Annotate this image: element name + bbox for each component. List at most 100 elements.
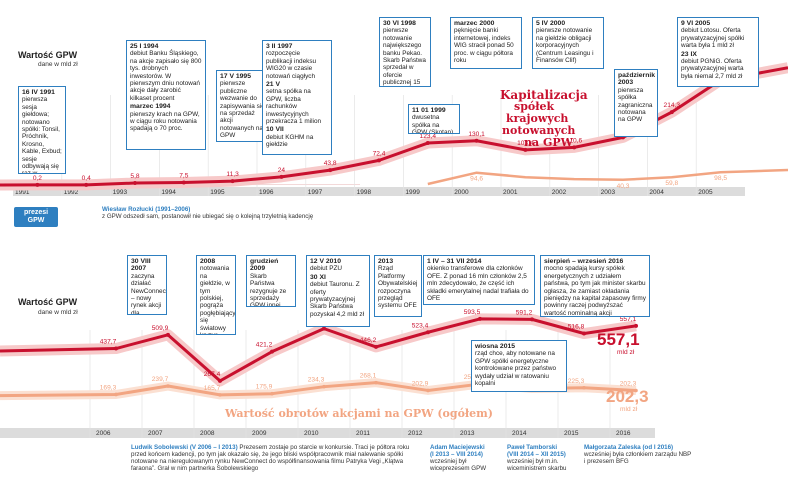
chart2-series2-point xyxy=(582,385,586,390)
event-date: marzec 1994 xyxy=(130,103,171,111)
chart1-data-label: 5,8 xyxy=(130,173,139,180)
event-date: 25 I 1994 xyxy=(130,43,159,50)
chart2-data-label: 591,2 xyxy=(516,309,533,316)
chart2-data-label: 593,5 xyxy=(464,309,481,316)
president-name: Wiesław Rozłucki (1991–2006) xyxy=(102,206,191,213)
event-box: październik 2003 pierwsza spółka zagranic… xyxy=(614,69,658,137)
chart1-tick-label: 1992 xyxy=(64,189,79,196)
chart2-series2-label: 202,3 xyxy=(620,381,637,388)
event-text: pierwsza spółka zagraniczna notowana na … xyxy=(618,86,653,124)
chart2-point xyxy=(166,332,170,337)
event-text: rozpoczęcie publikacji indeksu WIG20 w c… xyxy=(266,50,317,80)
chart2-headline: Wartość obrotów akcjami na GPW (ogółem) xyxy=(225,407,493,420)
chart1-data-label: 214,3 xyxy=(664,102,681,109)
event-text: notowania na giełdzie, w tym polskiej, p… xyxy=(200,265,236,334)
chart2-y-title: Wartość GPW xyxy=(18,297,78,307)
event-text: dwusetna spółka na GPW (Skotan) xyxy=(412,114,454,134)
chart1-point xyxy=(230,179,235,184)
end-unit-top: mld zł xyxy=(617,349,635,356)
chart1-headline: Kapitalizacja spółek krajowych notowanyc… xyxy=(500,89,588,149)
event-date: 23 IX xyxy=(681,50,697,58)
event-text: pierwsze notowanie największego banku Pe… xyxy=(383,27,426,87)
event-text: pierwszy krach na GPW, w ciągu roku noto… xyxy=(130,110,200,133)
event-date: 3 II 1997 xyxy=(266,43,293,50)
chart1-point xyxy=(572,145,577,150)
chart2-series2-label: 268,1 xyxy=(360,373,377,380)
event-date: 1 IV – 31 VII 2014 xyxy=(427,258,482,265)
chart1-series2-label: 59,8 xyxy=(665,180,678,187)
president-term: (V 2006 – I 2013) xyxy=(189,444,238,451)
chart2-tick-label: 2011 xyxy=(356,430,370,437)
chart2-series2-label: 225,3 xyxy=(568,378,585,385)
chart2-y-unit: dane w mld zł xyxy=(38,309,78,316)
event-date: 21 V xyxy=(266,81,280,89)
chart1-point xyxy=(474,138,479,143)
event-date: 11 01 1999 xyxy=(412,107,446,114)
chart1-data-label: 123,4 xyxy=(420,133,437,140)
event-date: 30 XI xyxy=(310,273,326,281)
chart2-series2-label: 165,7 xyxy=(204,385,221,392)
chart1-series2-label: 98,5 xyxy=(714,175,727,182)
event-date: 16 IV 1991 xyxy=(22,89,55,96)
chart2-data-label: 509,9 xyxy=(152,325,169,332)
president-tamborski: Paweł Tamborski (VIII 2014 – XII 2015) w… xyxy=(507,444,579,472)
chart1-data-label: 43,8 xyxy=(324,160,337,167)
event-text: setna spółka na GPW, liczba rachunków in… xyxy=(266,88,322,126)
chart1-tick-label: 2003 xyxy=(601,189,616,196)
chart1-data-label: 130,1 xyxy=(468,131,485,138)
headline-line4: notowanych xyxy=(502,124,576,137)
chart2-series2-point xyxy=(322,384,326,389)
chart2-series2-point xyxy=(634,388,638,393)
event-box: 25 I 1994 debiut Banku Śląskiego, na akcj… xyxy=(126,40,206,150)
event-date: 12 V 2010 xyxy=(310,258,341,265)
chart2-data-label: 267,4 xyxy=(204,371,221,378)
event-text: pierwsza sesja giełdowa; notowano spółki… xyxy=(22,96,62,174)
event-box: 5 IV 2000 pierwsze notowanie na giełdzie … xyxy=(532,17,604,69)
chart1-point xyxy=(523,147,528,152)
event-date: październik 2003 xyxy=(618,72,656,87)
president-maciejewski: Adam Maciejewski (I 2013 – VIII 2014) wc… xyxy=(430,444,502,472)
end-unit-bottom: mld zł xyxy=(620,406,638,413)
chart2-data-label: 446,2 xyxy=(360,337,377,344)
chart2-point xyxy=(322,326,326,331)
chart1-tick-label: 2002 xyxy=(552,189,567,196)
chart2-data-label: 523,4 xyxy=(412,322,429,329)
event-date: 10 VII xyxy=(266,126,284,134)
event-box: sierpień – wrzesień 2016 mocno spadają ku… xyxy=(540,255,650,317)
event-text: pierwsze publiczne wezwanie do zapisywan… xyxy=(220,80,265,140)
president-note: Prezesem zostaje po starcie w konkursie.… xyxy=(131,444,410,472)
event-date: marzec 2000 xyxy=(454,20,495,27)
chart2-tick-label: 2012 xyxy=(408,430,423,437)
event-text: debiut KGHM na giełdzie xyxy=(266,133,314,149)
headline-line5: na GPW xyxy=(524,136,573,149)
chart2-tick-label: 2010 xyxy=(304,430,319,437)
chart1-tick-label: 1995 xyxy=(210,189,225,196)
chart2-data-label: 421,2 xyxy=(256,342,273,349)
chart1-data-label: 110,6 xyxy=(566,137,582,144)
event-box: 2008 notowania na giełdzie, w tym polskie… xyxy=(196,255,236,335)
president-name: Ludwik Sobolewski xyxy=(131,444,189,451)
event-date: grudzień 2009 xyxy=(250,258,279,273)
president-note: wcześniej była członkiem zarządu NBP i p… xyxy=(584,451,692,465)
event-box: 9 VI 2005 debiut Lotosu. Oferta prywatyza… xyxy=(677,17,759,87)
chart1-y-unit: dane w mld zł xyxy=(38,61,78,68)
chart2-series2-label: 169,3 xyxy=(100,384,117,391)
event-box: 30 VI 1998 pierwsze notowanie największeg… xyxy=(379,17,431,87)
president-note: wcześniej był wiceprezesem GPW xyxy=(430,458,487,472)
chart2-tick-label: 2007 xyxy=(148,430,163,437)
event-text: debiut PGNiG. Oferta prywatyzacyjnej war… xyxy=(681,58,744,80)
headline-line3: krajowych xyxy=(506,112,569,125)
chart2-series2-label: 234,3 xyxy=(308,377,325,384)
event-text: pęknięcie banki internetowej, indeks WIG… xyxy=(454,27,514,65)
event-box: 30 VIII 2007 zaczyna działać NewConnect –… xyxy=(127,255,167,315)
headline-line1: Kapitalizacja xyxy=(500,88,588,102)
chart1-point xyxy=(669,110,674,115)
chart1-series2-label: 40,3 xyxy=(617,183,630,190)
chart1-data-label: 72,4 xyxy=(373,150,386,157)
chart1-data-label: 24 xyxy=(278,167,286,174)
president-term: (I 2013 – VIII 2014) xyxy=(430,451,483,458)
chart2-point xyxy=(270,349,274,354)
event-box: 17 V 1995 pierwsze publiczne wezwanie do … xyxy=(216,70,270,142)
event-date: wiosna 2015 xyxy=(475,343,516,350)
